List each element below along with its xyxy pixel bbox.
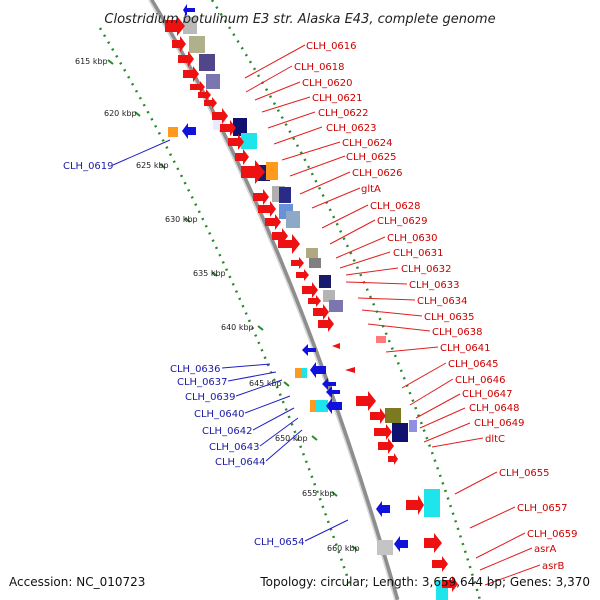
gene-label[interactable]: CLH_0649 — [474, 418, 525, 429]
scale-ticks — [107, 59, 358, 551]
scale-track-outer — [210, 0, 482, 600]
accession-text: Accession: NC_010723 — [9, 575, 145, 589]
scale-label: 635 kbp — [193, 269, 226, 278]
gene-label[interactable]: CLH_0641 — [440, 343, 491, 354]
scale-track-inner — [98, 27, 352, 586]
genome-summary-text: Topology: circular; Length: 3,659,644 bp… — [259, 575, 590, 589]
scale-label: 650 kbp — [275, 434, 308, 443]
reverse-gene-labels: CLH_0619 CLH_0636 CLH_0637 CLH_0639 CLH_… — [63, 161, 305, 548]
gene-label[interactable]: CLH_0642 — [202, 426, 253, 437]
gene-label[interactable]: CLH_0624 — [342, 138, 393, 149]
scale-label: 640 kbp — [221, 323, 254, 332]
scale-label: 625 kbp — [136, 161, 169, 170]
gene-label[interactable]: CLH_0634 — [417, 296, 468, 307]
gene-label[interactable]: CLH_0628 — [370, 201, 421, 212]
forward-leaders — [244, 44, 541, 586]
gene-label[interactable]: CLH_0657 — [517, 503, 568, 514]
gene-label[interactable]: CLH_0631 — [393, 248, 444, 259]
cog-blocks — [168, 17, 448, 600]
scale-label: 620 kbp — [104, 109, 137, 118]
gene-label[interactable]: CLH_0616 — [306, 41, 357, 52]
gene-label[interactable]: CLH_0619 — [63, 161, 114, 172]
gene-label[interactable]: CLH_0625 — [346, 152, 397, 163]
gene-label[interactable]: CLH_0638 — [432, 327, 483, 338]
gene-label[interactable]: CLH_0636 — [170, 364, 221, 375]
gene-label[interactable]: CLH_0655 — [499, 468, 550, 479]
gene-label[interactable]: dltC — [485, 434, 505, 445]
scale-labels: 615 kbp 620 kbp 625 kbp 630 kbp 635 kbp … — [75, 57, 360, 553]
gene-label[interactable]: asrA — [534, 544, 556, 555]
genome-backbone — [148, 0, 400, 600]
gene-label[interactable]: CLH_0620 — [302, 78, 353, 89]
gene-label[interactable]: CLH_0635 — [424, 312, 475, 323]
gene-label[interactable]: CLH_0643 — [209, 442, 260, 453]
gene-label[interactable]: CLH_0654 — [254, 537, 305, 548]
gene-label[interactable]: CLH_0618 — [294, 62, 345, 73]
genome-backbone-highlight — [148, 0, 396, 600]
gene-label[interactable]: CLH_0623 — [326, 123, 377, 134]
gene-label[interactable]: CLH_0622 — [318, 108, 369, 119]
forward-gene-labels: CLH_0616 CLH_0618 CLH_0620 CLH_0621 CLH_… — [294, 41, 578, 572]
gene-label[interactable]: CLH_0633 — [409, 280, 460, 291]
scale-label: 660 kbp — [327, 544, 360, 553]
reverse-genes — [182, 4, 408, 552]
gene-label[interactable]: CLH_0632 — [401, 264, 452, 275]
gene-label[interactable]: CLH_0640 — [194, 409, 245, 420]
scale-label: 615 kbp — [75, 57, 108, 66]
gene-label[interactable]: CLH_0646 — [455, 375, 506, 386]
gene-label[interactable]: asrB — [542, 561, 564, 572]
gene-label[interactable]: CLH_0639 — [185, 392, 236, 403]
gene-label[interactable]: CLH_0645 — [448, 359, 499, 370]
scale-label: 645 kbp — [249, 379, 282, 388]
gene-label[interactable]: CLH_0630 — [387, 233, 438, 244]
map-title: Clostridium botulinum E3 str. Alaska E43… — [104, 12, 495, 27]
gene-label[interactable]: CLH_0637 — [177, 377, 228, 388]
gene-label[interactable]: gltA — [361, 184, 381, 195]
gene-label[interactable]: CLH_0626 — [352, 168, 403, 179]
gene-label[interactable]: CLH_0647 — [462, 389, 513, 400]
gene-label[interactable]: CLH_0644 — [215, 457, 266, 468]
gene-label[interactable]: CLH_0629 — [377, 216, 428, 227]
scale-label: 630 kbp — [165, 215, 198, 224]
gene-label[interactable]: CLH_0621 — [312, 93, 363, 104]
scale-label: 655 kbp — [302, 489, 335, 498]
gene-label[interactable]: CLH_0659 — [527, 529, 578, 540]
forward-genes — [165, 16, 458, 592]
gene-label[interactable]: CLH_0648 — [469, 403, 520, 414]
reverse-leaders — [112, 139, 349, 542]
